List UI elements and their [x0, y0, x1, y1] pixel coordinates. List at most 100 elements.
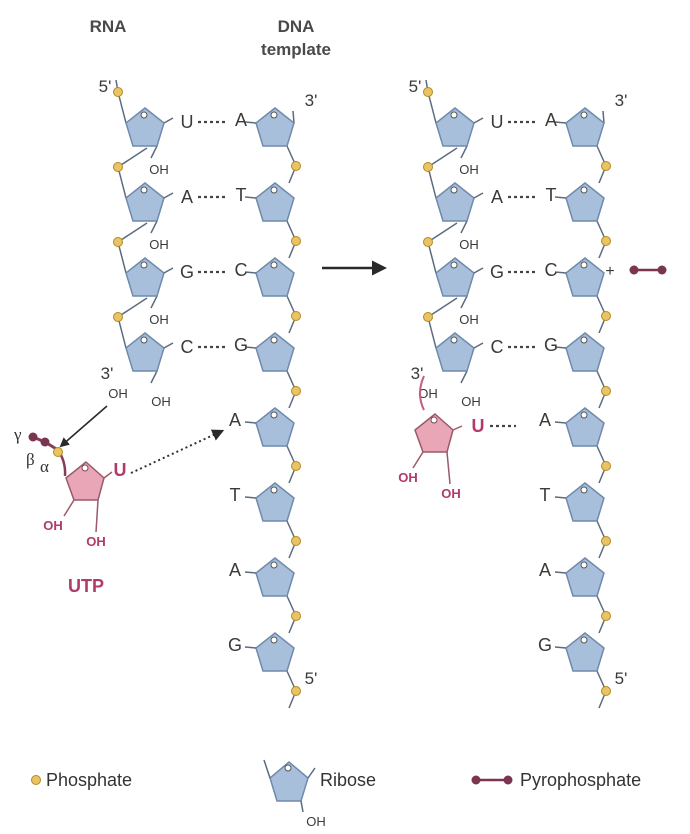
incorporated-uridine: [412, 375, 463, 485]
legend-ribose-icon: [263, 759, 316, 813]
left-rna-base: G: [180, 262, 194, 282]
left-rna-sugar: [125, 257, 165, 297]
left-dna-base: A: [235, 110, 247, 130]
right-rna-3prime-label: 3': [411, 364, 424, 383]
right-dna-sugar: [565, 632, 605, 672]
left-rna-base: U: [181, 112, 194, 132]
left-dna-sugar: [255, 182, 295, 222]
right-rna-sugar: [435, 182, 475, 222]
legend: Phosphate OH Ribose Pyrophosphate: [31, 759, 641, 829]
pairs-layer: [163, 117, 567, 649]
right-dna-base: A: [539, 410, 551, 430]
left-rna-3prime-label: 3': [101, 364, 114, 383]
right-dna-phosphate: [601, 686, 611, 696]
left-dna-sugar: [255, 632, 295, 672]
right-dna-sugar: [565, 482, 605, 522]
right-rna-sugar: [435, 107, 475, 147]
gamma-label: γ: [13, 425, 22, 444]
utp-oh-2prime: OH: [43, 518, 63, 533]
utp-alpha-phosphate: [53, 447, 63, 457]
left-dna-phosphate: [291, 536, 301, 546]
right-dna-3prime-label: 3': [615, 91, 628, 110]
beta-label: β: [26, 450, 35, 469]
right-dna-sugar: [565, 182, 605, 222]
left-dna-phosphate: [291, 461, 301, 471]
right-rna-sugar: [435, 257, 475, 297]
right-dna-phosphate: [601, 611, 611, 621]
legend-phosphate-label: Phosphate: [46, 770, 132, 790]
sugars-layer: [125, 107, 605, 672]
utp-base-label: U: [114, 460, 127, 480]
right-rna-base: C: [491, 337, 504, 357]
right-dna-phosphate: [601, 236, 611, 246]
right-dna-base: G: [538, 635, 552, 655]
alpha-label: α: [40, 457, 49, 476]
right-dna-base: T: [540, 485, 551, 505]
right-dna-base: T: [546, 185, 557, 205]
left-rna-oh: OH: [149, 162, 169, 177]
left-dna-phosphate: [291, 161, 301, 171]
utp-label: UTP: [68, 576, 104, 596]
right-rna-phosphate: [423, 237, 433, 247]
left-rna-phosphate: [113, 237, 123, 247]
left-rna-5prime-label: 5': [99, 77, 112, 96]
rna-heading: RNA: [90, 17, 127, 36]
left-rna-sugar: [125, 332, 165, 372]
legend-pyrophosphate-label: Pyrophosphate: [520, 770, 641, 790]
left-dna-base: T: [236, 185, 247, 205]
right-dna-base: A: [539, 560, 551, 580]
left-dna-sugar: [255, 407, 295, 447]
right-rna-base: A: [491, 187, 503, 207]
right-dna-sugar: [565, 257, 605, 297]
left-rna-phosphate: [113, 312, 123, 322]
incorporated-base-label: U: [472, 416, 485, 436]
nucleophilic-attack-arrow: [59, 405, 108, 448]
right-rna-oh: OH: [459, 162, 479, 177]
left-dna-sugar: [255, 332, 295, 372]
right-dna-sugar: [565, 107, 605, 147]
legend-ribose-oh: OH: [306, 814, 326, 829]
right-rna-2prime-oh: OH: [461, 394, 481, 409]
right-rna-base: U: [491, 112, 504, 132]
right-dna-sugar: [565, 332, 605, 372]
left-dna-base: G: [228, 635, 242, 655]
right-dna-phosphate: [601, 161, 611, 171]
left-rna-base: A: [181, 187, 193, 207]
plus-sign: +: [605, 263, 614, 280]
left-rna-sugar: [125, 107, 165, 147]
left-rna-phosphate: [113, 162, 123, 172]
incorporated-oh-3prime: OH: [441, 486, 461, 501]
left-dna-base: A: [229, 410, 241, 430]
right-rna-phosphate: [423, 312, 433, 322]
left-rna-oh: OH: [149, 237, 169, 252]
utp-ribose-sugar: [65, 461, 105, 501]
left-dna-base: T: [230, 485, 241, 505]
dna-heading-line2: template: [261, 40, 331, 59]
legend-phosphate-icon: [31, 775, 41, 785]
legend-ribose-label: Ribose: [320, 770, 376, 790]
utp-gamma-phosphate: [28, 432, 38, 442]
left-dna-base: C: [235, 260, 248, 280]
left-dna-phosphate: [291, 311, 301, 321]
left-dna-5prime-label: 5': [305, 669, 318, 688]
left-rna-base: C: [181, 337, 194, 357]
right-dna-phosphate: [601, 386, 611, 396]
left-dna-phosphate: [291, 611, 301, 621]
left-rna-oh: OH: [149, 312, 169, 327]
left-rna-2prime-oh: OH: [151, 394, 171, 409]
right-rna-phosphate: [423, 87, 433, 97]
right-rna-phosphate: [423, 162, 433, 172]
left-rna-phosphate: [113, 87, 123, 97]
right-rna-sugar: [435, 332, 475, 372]
left-dna-sugar: [255, 557, 295, 597]
left-rna-3prime-oh: OH: [108, 386, 128, 401]
left-dna-3prime-label: 3': [305, 91, 318, 110]
right-dna-phosphate: [601, 311, 611, 321]
left-dna-phosphate: [291, 386, 301, 396]
left-dna-sugar: [255, 107, 295, 147]
left-dna-phosphate: [291, 686, 301, 696]
right-dna-phosphate: [601, 461, 611, 471]
dna-heading-line1: DNA: [278, 17, 315, 36]
